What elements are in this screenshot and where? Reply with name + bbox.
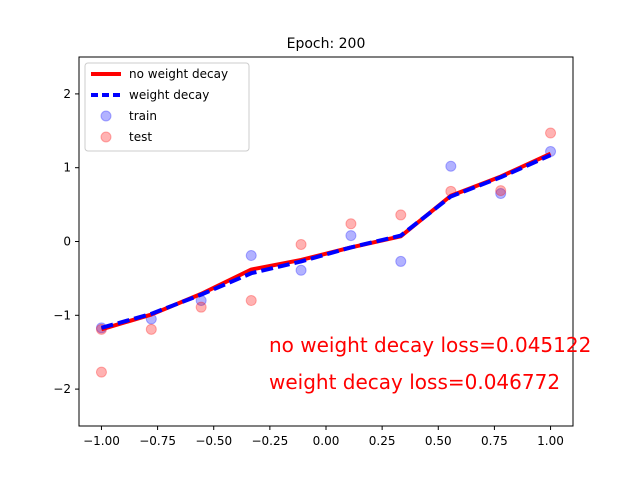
train-point bbox=[495, 188, 507, 200]
test-point bbox=[395, 209, 407, 221]
x-tick-label: −0.50 bbox=[195, 434, 232, 448]
legend-label: weight decay bbox=[129, 88, 209, 102]
test-point bbox=[295, 238, 307, 250]
x-tick-label: 1.00 bbox=[537, 434, 564, 448]
test-point bbox=[95, 366, 107, 378]
plot-area bbox=[95, 127, 557, 378]
x-tick-label: 0.25 bbox=[369, 434, 396, 448]
test-point bbox=[145, 323, 157, 335]
train-point bbox=[295, 264, 307, 276]
x-tick-label: −1.00 bbox=[83, 434, 120, 448]
legend-point-swatch bbox=[100, 110, 112, 122]
legend-point-swatch bbox=[100, 131, 112, 143]
y-tick-label: 1 bbox=[63, 161, 71, 175]
y-axis: −2 −1 0 1 2 bbox=[53, 87, 79, 396]
test-point bbox=[245, 295, 257, 307]
lines-layer bbox=[100, 151, 552, 332]
no-weight-decay-line bbox=[100, 151, 552, 332]
test-point bbox=[495, 185, 507, 197]
test-point bbox=[545, 127, 557, 139]
x-tick-label: −0.25 bbox=[251, 434, 288, 448]
train-point bbox=[445, 160, 457, 172]
x-tick-label: 0.75 bbox=[481, 434, 508, 448]
y-tick-label: 0 bbox=[63, 235, 71, 249]
x-axis: −1.00 −0.75 −0.50 −0.25 0.00 0.25 0.50 0.75 1.00 bbox=[83, 426, 564, 448]
test-point bbox=[195, 301, 207, 313]
y-tick-label: −2 bbox=[53, 382, 71, 396]
legend: no weight decay weight decay train test bbox=[84, 62, 250, 152]
train-point bbox=[395, 255, 407, 267]
weight-decay-line bbox=[100, 153, 552, 330]
axes-frame bbox=[78, 56, 574, 427]
test-point bbox=[345, 218, 357, 230]
legend-label: no weight decay bbox=[129, 67, 228, 81]
annotations: no weight decay loss=0.045122 weight deca… bbox=[269, 333, 591, 394]
chart-title: Epoch: 200 bbox=[287, 36, 366, 52]
train-point bbox=[345, 230, 357, 242]
loss-annotation: no weight decay loss=0.045122 bbox=[269, 333, 591, 357]
y-tick-label: 2 bbox=[63, 87, 71, 101]
x-tick-label: −0.75 bbox=[139, 434, 176, 448]
x-tick-label: 0.50 bbox=[425, 434, 452, 448]
legend-label: train bbox=[129, 109, 157, 123]
x-tick-label: 0.00 bbox=[313, 434, 340, 448]
loss-annotation: weight decay loss=0.046772 bbox=[269, 370, 560, 394]
legend-box bbox=[84, 62, 250, 152]
legend-label: test bbox=[129, 130, 152, 144]
y-tick-label: −1 bbox=[53, 308, 71, 322]
train-point bbox=[245, 250, 257, 262]
